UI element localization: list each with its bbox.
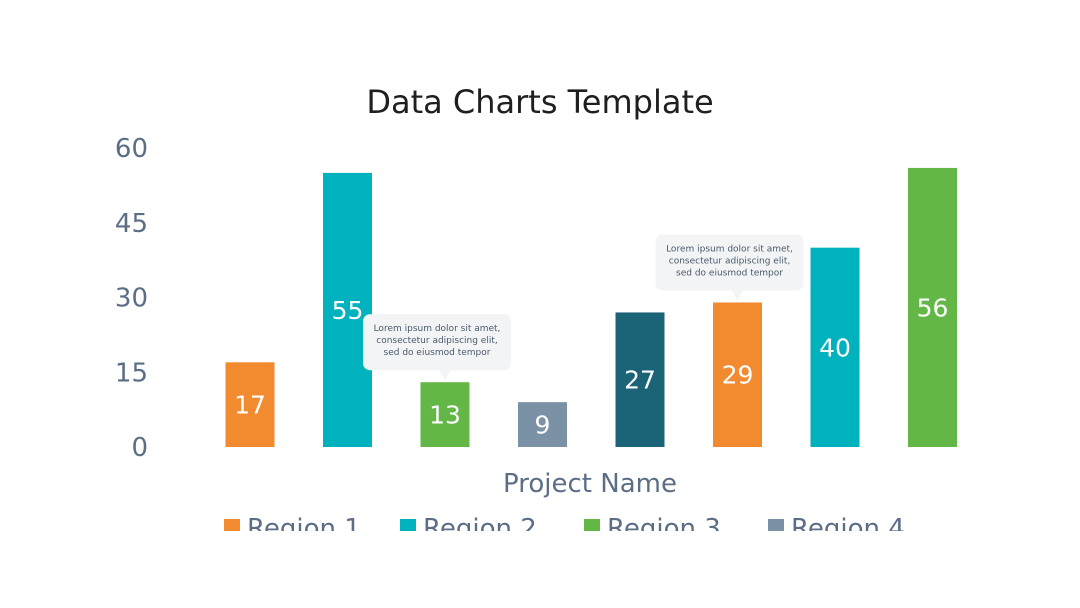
legend-label: Region 2 [423,514,537,544]
y-tick-label: 15 [115,358,148,388]
callout-text-line: sed do eiusmod tempor [384,348,491,358]
bar [713,302,762,447]
bar [225,362,275,447]
y-tick-label: 60 [115,134,148,164]
bar [615,312,665,447]
x-axis-label: Project Name [503,469,677,499]
bar [323,172,372,447]
callout-bubble: Lorem ipsum dolor sit amet, consectetur a… [655,234,804,301]
legend-swatch [400,519,416,531]
legend-label: Region 3 [607,514,721,544]
legend-swatch [224,519,240,531]
bar-value-label: 55 [332,296,364,325]
bar [518,402,567,447]
callouts-group: Lorem ipsum dolor sit amet, consectetur a… [363,234,804,381]
y-tick-label: 30 [115,284,148,314]
legend-label: Region 4 [791,514,905,544]
chart-title: Data Charts Template [366,83,713,121]
callout-pointer [439,369,451,381]
y-axis-ticks: 0 15 30 45 60 [115,134,148,463]
bar-value-label: 40 [819,333,851,362]
legend-swatch [584,519,600,531]
bar-value-label: 17 [234,391,266,420]
bar-value-label: 13 [429,401,461,430]
bar-value-label: 9 [535,411,551,440]
bar [810,247,860,447]
callout-box [655,234,804,291]
legend-swatch [768,519,784,531]
callout-text-line: Lorem ipsum dolor sit amet, [666,244,793,254]
y-tick-label: 45 [115,209,148,239]
callout-text-line: sed do eiusmod tempor [676,268,783,278]
y-tick-label: 0 [131,433,148,463]
callout-text-line: consectetur adipiscing elit, [376,336,497,346]
callout-text-line: consectetur adipiscing elit, [669,256,790,266]
legend: Region 1 Region 2 Region 3 Region 4 [224,514,905,544]
bar-value-label: 29 [722,361,754,390]
bar-value-label: 56 [917,293,949,322]
bar [908,167,957,447]
callout-box [363,314,511,371]
bar-value-label: 27 [624,366,656,395]
legend-label: Region 1 [247,514,361,544]
callout-text-line: Lorem ipsum dolor sit amet, [374,324,501,334]
bars-group: 17 55 13 9 27 29 40 56 [225,167,957,447]
bar [420,382,470,447]
callout-pointer [731,289,744,301]
callout-bubble: Lorem ipsum dolor sit amet, consectetur a… [363,314,511,381]
